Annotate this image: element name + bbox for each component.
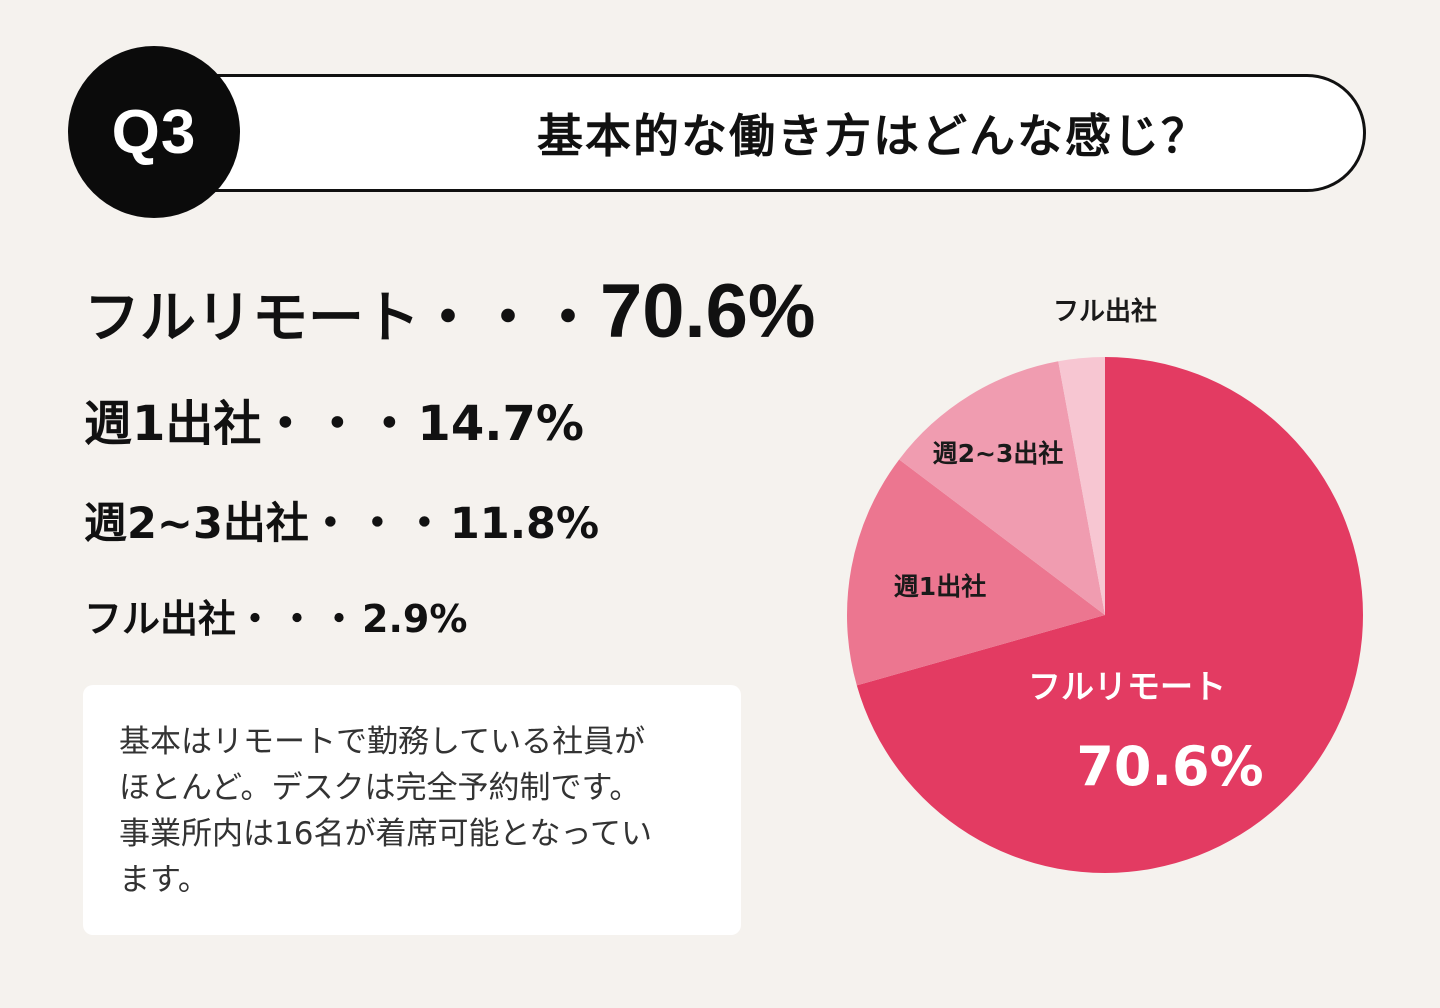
slice-label: フル出社 <box>1053 296 1157 327</box>
stat-separator: ・・・ <box>308 499 450 549</box>
slice-weekly-1 <box>847 459 1105 686</box>
slice-full-remote <box>856 357 1364 873</box>
pie-labels: フルリモート 70.6% 週1出社 週2~3出社 フル出社 <box>894 296 1264 798</box>
note-line: ほとんど。デスクは完全予約制です。 <box>119 770 641 806</box>
stat-separator: ・・・ <box>236 597 363 641</box>
pie-slices <box>847 357 1364 873</box>
question-number-badge: Q3 <box>68 46 240 218</box>
stat-label: 週1出社 <box>84 396 262 452</box>
stat-label: 週2~3出社 <box>84 499 309 549</box>
note-line: 事業所内は16名が着席可能となってい <box>119 816 652 852</box>
stat-value: 70.6% <box>600 269 816 354</box>
slice-value-label: 70.6% <box>1076 735 1263 798</box>
slice-label: フルリモート <box>1028 667 1226 706</box>
stat-row-full-office: フル出社・・・2.9% <box>84 588 467 643</box>
question-banner: 基本的な働き方はどんな感じ？ <box>150 74 1366 192</box>
stat-row-weekly-2-3: 週2~3出社・・・11.8% <box>84 489 599 551</box>
stat-label: フルリモート <box>84 286 420 351</box>
note-line: ます。 <box>119 862 209 898</box>
question-number: Q3 <box>111 97 197 167</box>
stat-separator: ・・・ <box>420 286 600 351</box>
slice-label: 週2~3出社 <box>933 439 1064 468</box>
stat-label: フル出社 <box>84 597 237 641</box>
slice-weekly-2-3 <box>899 361 1105 615</box>
question-title: 基本的な働き方はどんな感じ？ <box>537 109 1209 163</box>
stat-value: 14.7% <box>417 396 584 452</box>
note-card: 基本はリモートで勤務している社員が ほとんど。デスクは完全予約制です。 事業所内… <box>83 685 741 935</box>
note-line: 基本はリモートで勤務している社員が <box>119 724 646 760</box>
stat-row-weekly-1: 週1出社・・・14.7% <box>84 384 584 454</box>
stat-separator: ・・・ <box>261 396 418 452</box>
stat-row-full-remote: フルリモート・・・70.6% <box>84 268 816 355</box>
stat-value: 2.9% <box>362 597 468 641</box>
slice-label: 週1出社 <box>894 572 986 601</box>
slice-full-office <box>1058 357 1105 615</box>
stat-value: 11.8% <box>449 499 600 549</box>
